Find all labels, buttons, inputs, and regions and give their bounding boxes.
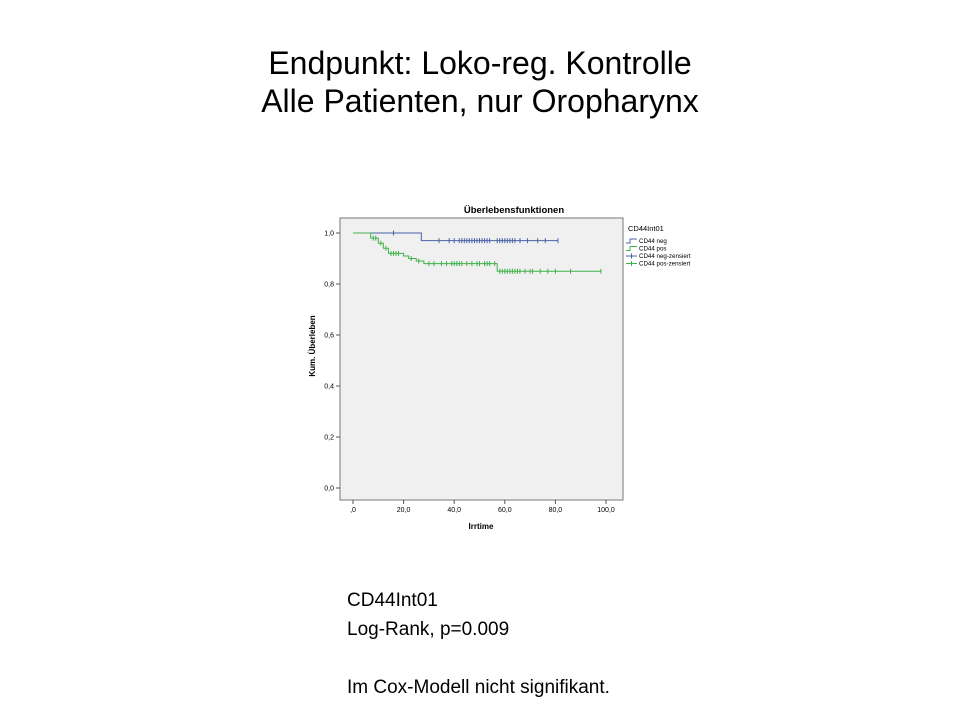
note-spacer xyxy=(347,644,610,673)
series-layer xyxy=(353,230,602,274)
series-cd44-neg xyxy=(353,230,559,244)
legend-swatch xyxy=(626,246,637,251)
legend-swatch xyxy=(626,238,637,244)
note-cox: Im Cox-Modell nicht signifikant. xyxy=(347,677,610,698)
note-variable: CD44Int01 xyxy=(347,590,438,611)
y-tick-label: 0,8 xyxy=(324,282,334,289)
chart-title: Überlebensfunktionen xyxy=(464,205,564,216)
y-tick-label: 1,0 xyxy=(324,231,334,238)
series-cd44-pos xyxy=(353,232,602,274)
x-tick-label: ,0 xyxy=(350,507,356,514)
slide-title-line2: Alle Patienten, nur Oropharynx xyxy=(261,83,699,119)
note-logrank: Log-Rank, p=0.009 xyxy=(347,619,510,640)
legend-label: CD44 pos-zensiert xyxy=(639,261,691,268)
km-step-line xyxy=(353,232,601,272)
legend-label: CD44 neg xyxy=(639,238,667,245)
x-tick-label: 100,0 xyxy=(597,507,615,514)
x-tick-label: 40,0 xyxy=(447,507,461,514)
x-tick-label: 60,0 xyxy=(498,507,512,514)
x-tick-label: 80,0 xyxy=(549,507,563,514)
y-tick-label: 0,2 xyxy=(324,435,334,442)
legend-title: CD44Int01 xyxy=(628,224,664,233)
x-tick-label: 20,0 xyxy=(397,507,411,514)
legend-label: CD44 neg-zensiert xyxy=(639,253,691,260)
slide-title: Endpunkt: Loko-reg. Kontrolle Alle Patie… xyxy=(0,44,960,120)
notes: CD44Int01 Log-Rank, p=0.009 Im Cox-Model… xyxy=(347,586,610,702)
axes: 0,0 0,2 0,4 0,6 0,8 1,0 ,0 20,0 40,0 60,0 80,0 100,… xyxy=(324,231,615,515)
x-axis-label: Irrtime xyxy=(469,522,494,531)
legend-label: CD44 pos xyxy=(639,246,667,253)
plot-area xyxy=(339,217,624,501)
y-tick-label: 0,6 xyxy=(324,333,334,340)
km-chart: Überlebensfunktionen Kum. Überleben Irrt… xyxy=(290,190,720,540)
y-tick-label: 0,0 xyxy=(324,486,334,493)
y-axis-label: Kum. Überleben xyxy=(308,315,317,376)
y-tick-label: 0,4 xyxy=(324,384,334,391)
slide-title-line1: Endpunkt: Loko-reg. Kontrolle xyxy=(268,45,692,81)
km-chart-svg: Überlebensfunktionen Kum. Überleben Irrt… xyxy=(308,205,691,531)
